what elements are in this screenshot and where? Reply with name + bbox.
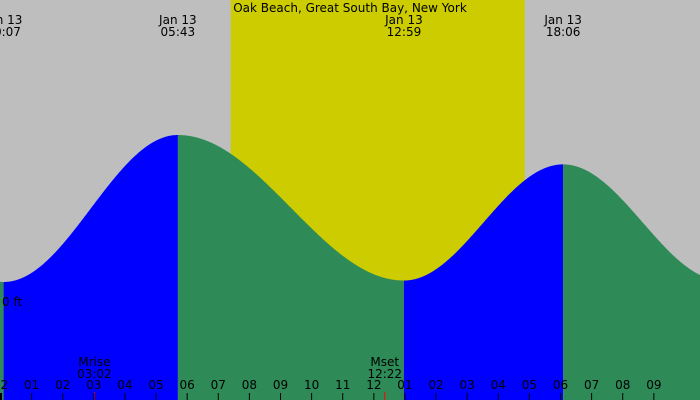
hour-tick-label: 12 <box>366 378 381 392</box>
extreme-time-label: 05:43 <box>161 25 196 39</box>
hour-tick-label: 07 <box>584 378 599 392</box>
moon-event-name: Mset <box>370 355 399 369</box>
hour-tick-label: 06 <box>180 378 195 392</box>
hour-tick-label: 04 <box>117 378 132 392</box>
hour-tick-label: 03 <box>86 378 101 392</box>
hour-tick-label: 02 <box>55 378 70 392</box>
hour-tick-label: 03 <box>460 378 475 392</box>
hour-tick-label: 06 <box>553 378 568 392</box>
moon-event-name: Mrise <box>78 355 110 369</box>
falling-tide-area <box>0 281 4 400</box>
x-axis-ticks: 1112010203040506070809101112010203040506… <box>0 378 661 400</box>
hour-tick-label: 01 <box>24 378 39 392</box>
falling-tide-area <box>177 135 404 400</box>
hour-tick-label: 08 <box>615 378 630 392</box>
extreme-date-label: Jan 13 <box>543 13 582 27</box>
extreme-time-label: 18:06 <box>546 25 581 39</box>
extreme-date-label: Jan 13 <box>0 13 22 27</box>
moon-event-time: 12:22 <box>367 367 402 381</box>
hour-tick-label: 07 <box>211 378 226 392</box>
hour-tick-label: 04 <box>491 378 506 392</box>
extreme-time-label: 00:07 <box>0 25 21 39</box>
hour-tick-label: 09 <box>273 378 288 392</box>
extreme-date-label: Jan 13 <box>384 13 423 27</box>
hour-tick-label: 05 <box>148 378 163 392</box>
moon-event-time: 03:02 <box>77 367 112 381</box>
hour-tick-label: 05 <box>522 378 537 392</box>
hour-tick-label: 01 <box>397 378 412 392</box>
hour-tick-label: 09 <box>646 378 661 392</box>
hour-tick-label: 02 <box>428 378 443 392</box>
hour-tick-label: 08 <box>242 378 257 392</box>
chart-title: Oak Beach, Great South Bay, New York <box>233 1 467 15</box>
hour-tick-label: 10 <box>304 378 319 392</box>
zero-ft-label: 0 ft <box>2 295 22 309</box>
rising-tide-area <box>3 135 178 400</box>
hour-tick-label: 11 <box>335 378 350 392</box>
extreme-date-label: Jan 13 <box>158 13 197 27</box>
hour-tick-label: 12 <box>0 378 8 392</box>
extreme-time-label: 12:59 <box>387 25 422 39</box>
falling-tide-area <box>563 164 700 400</box>
tide-areas <box>0 135 700 400</box>
rising-tide-area <box>403 164 564 400</box>
